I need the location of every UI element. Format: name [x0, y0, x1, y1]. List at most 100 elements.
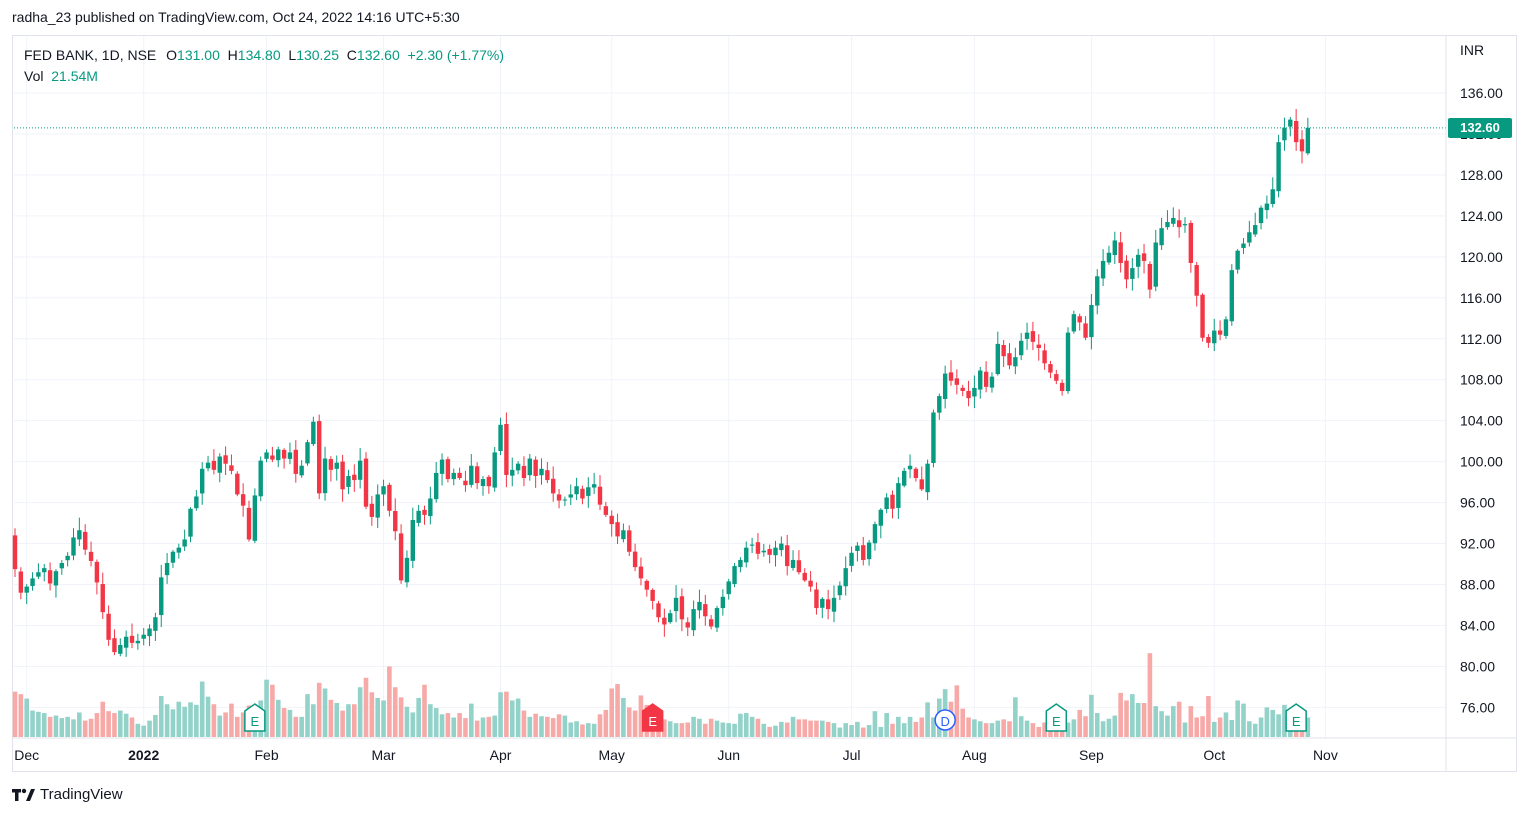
earnings-marker[interactable]: E: [1045, 703, 1068, 732]
candle: [486, 476, 492, 487]
candle: [346, 475, 351, 487]
volume-bar: [240, 712, 246, 737]
candle: [1048, 364, 1053, 373]
candle: [293, 449, 298, 474]
volume-bar: [463, 718, 468, 737]
y-tick-label: 92.00: [1460, 536, 1495, 552]
currency-label[interactable]: INR: [1460, 42, 1485, 58]
marker-shape: [1285, 703, 1307, 732]
candle: [129, 635, 135, 643]
volume-bar: [884, 713, 889, 737]
volume-bar: [445, 713, 451, 737]
candle: [884, 497, 889, 510]
volume-bar: [954, 685, 960, 737]
candle: [925, 463, 930, 493]
volume-bar: [1147, 653, 1153, 737]
volume-bar: [147, 720, 152, 737]
candle: [1059, 382, 1065, 391]
chart-frame[interactable]: [12, 35, 1517, 772]
volume-bar: [469, 703, 474, 737]
x-tick-label: May: [598, 747, 624, 763]
volume-bar: [1200, 716, 1205, 737]
y-tick-label: 104.00: [1460, 413, 1503, 429]
y-tick-label: 96.00: [1460, 495, 1495, 511]
marker-shape: [934, 709, 956, 731]
volume-bar: [831, 723, 837, 737]
candle: [954, 378, 960, 385]
volume-bar: [328, 699, 334, 737]
price-axis[interactable]: 76.00 80.00 84.00 88.00 92.00 96.00 100.00 104.…: [1445, 36, 1503, 771]
candle: [510, 469, 515, 476]
candle: [123, 636, 129, 648]
candle: [357, 460, 363, 480]
candle: [410, 520, 415, 561]
time-axis[interactable]: Dec 2022 Feb Mar Apr May Jun Jul Aug Sep Oct Nov: [12, 737, 1517, 763]
volume-bar: [1235, 700, 1240, 737]
candle: [802, 572, 807, 581]
earnings-marker[interactable]: E: [244, 703, 266, 732]
candle: [135, 640, 141, 644]
grid-layer: [14, 36, 1446, 738]
candle-layer: [12, 108, 1311, 657]
symbol-name[interactable]: FED BANK, 1D, NSE: [24, 47, 157, 63]
candle: [568, 494, 573, 498]
candle: [937, 396, 942, 413]
volume-bar: [118, 710, 123, 737]
candle: [1299, 139, 1305, 152]
candle: [1253, 225, 1258, 235]
candle: [1077, 316, 1082, 323]
volume-bar: [498, 692, 503, 737]
volume-bar: [1211, 721, 1217, 737]
volume-bar: [1241, 703, 1246, 737]
candle: [153, 617, 158, 631]
volume-bar: [743, 713, 749, 737]
y-tick-label: 100.00: [1460, 454, 1503, 470]
candle: [738, 559, 743, 568]
candle: [182, 539, 187, 547]
x-tick-label: Dec: [14, 747, 39, 763]
candle: [299, 465, 304, 476]
earnings-marker[interactable]: E: [641, 703, 664, 732]
volume-bar: [1135, 702, 1141, 737]
y-tick-label: 124.00: [1460, 208, 1503, 224]
volume-bar: [1089, 694, 1094, 737]
volume-bar: [989, 723, 995, 737]
volume-bar: [71, 719, 76, 737]
volume-bar: [738, 713, 743, 737]
volume-bar: [486, 716, 492, 737]
volume-bar: [667, 721, 673, 737]
volume-bar: [480, 717, 486, 737]
volume-bar: [527, 716, 533, 737]
volume-bar: [761, 723, 767, 737]
candle: [621, 530, 626, 540]
candle: [638, 566, 644, 579]
volume-bar: [416, 697, 421, 737]
candle: [1288, 119, 1293, 127]
volume-bar: [825, 721, 831, 737]
candle: [363, 458, 369, 507]
ohlc-row: FED BANK, 1D, NSE O131.00 H134.80 L130.2…: [24, 45, 504, 66]
volume-bar: [352, 704, 357, 737]
tradingview-logo[interactable]: TradingView: [12, 786, 123, 803]
volume-bar: [1118, 692, 1123, 737]
dividend-marker[interactable]: D: [934, 709, 956, 731]
volume-bar: [422, 684, 427, 737]
y-tick-label: 136.00: [1460, 85, 1503, 101]
volume-bar: [872, 711, 878, 737]
candle: [545, 470, 550, 481]
volume-bar: [1182, 722, 1188, 737]
marker-label: D: [940, 714, 949, 729]
volume-bar: [784, 722, 790, 737]
candle: [1001, 345, 1006, 357]
candle: [1054, 374, 1059, 381]
volume-bar: [796, 719, 802, 737]
candle: [428, 498, 433, 517]
candle: [1071, 314, 1077, 332]
marker-shape: [244, 703, 266, 732]
earnings-marker[interactable]: E: [1285, 703, 1307, 732]
open-value: 131.00: [177, 47, 220, 63]
volume-bar: [223, 712, 228, 737]
volume-bar: [638, 695, 644, 737]
